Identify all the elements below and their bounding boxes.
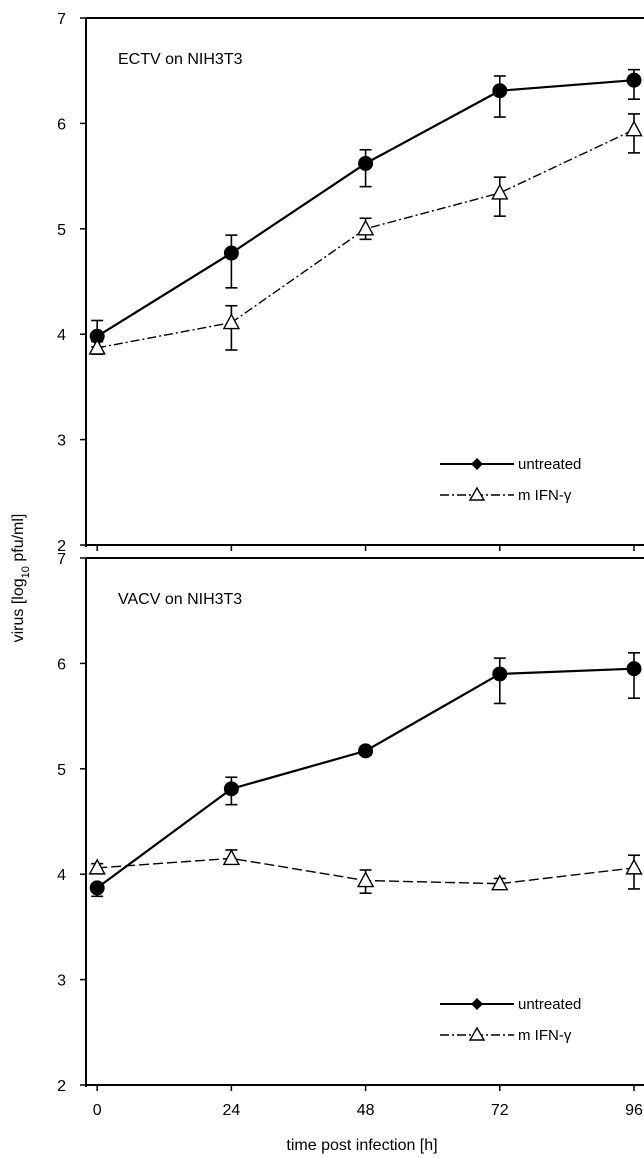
legend-vacv: untreated m IFN-γ	[440, 996, 581, 1044]
data-point-untreated	[89, 880, 105, 896]
y-tick-label: 4	[57, 867, 66, 884]
panel-ectv: ECTV on NIH3T3 2 3 4 5 6 7 untreated m IFN-γ	[57, 11, 644, 555]
data-point-ifn	[625, 858, 643, 875]
data-point-untreated	[223, 781, 239, 797]
y-axis-label-main: virus [log	[10, 578, 27, 642]
legend-label-ifn: m IFN-γ	[518, 1027, 572, 1044]
x-tick-label: 24	[222, 1102, 240, 1119]
data-point-ifn	[88, 338, 106, 355]
x-axis-label: time post infection [h]	[286, 1137, 437, 1154]
x-tick-label: 72	[491, 1102, 509, 1119]
data-point-ifn	[625, 120, 643, 137]
y-tick-label: 7	[57, 11, 66, 28]
y-tick-label: 6	[57, 656, 66, 673]
legend-label-untreated: untreated	[518, 996, 581, 1013]
y-tick-label: 2	[57, 538, 66, 555]
series-line-0	[96, 667, 635, 889]
data-point-untreated	[492, 83, 508, 99]
legend-marker-untreated	[471, 998, 483, 1010]
data-point-ifn	[356, 871, 375, 888]
series-line-1	[97, 129, 635, 349]
data-point-ifn	[491, 874, 509, 891]
data-point-untreated	[223, 245, 239, 261]
x-tick-label: 0	[93, 1102, 102, 1119]
data-point-untreated	[358, 743, 374, 759]
data-point-ifn	[222, 313, 241, 330]
y-tick-label: 7	[57, 551, 66, 568]
data-point-untreated	[626, 72, 642, 88]
panel-vacv: VACV on NIH3T3 2 3 4 5 6 7 0 24 48 72 96 untreated…	[57, 551, 644, 1119]
y-tick-label: 5	[57, 222, 66, 239]
y-tick-label: 3	[57, 433, 66, 450]
legend-label-untreated: untreated	[518, 456, 581, 473]
legend-marker-ifn	[468, 1026, 486, 1041]
y-tick-label: 5	[57, 762, 66, 779]
x-tick-label: 96	[625, 1102, 643, 1119]
panel-title-ectv: ECTV on NIH3T3	[118, 51, 243, 68]
legend-ectv: untreated m IFN-γ	[440, 456, 581, 504]
x-tick-label: 48	[357, 1102, 375, 1119]
data-point-untreated	[626, 661, 642, 677]
data-point-ifn	[88, 858, 106, 875]
y-axis-label-tail: pfu/ml]	[10, 514, 27, 566]
legend-marker-ifn	[468, 486, 486, 501]
data-point-ifn	[222, 848, 241, 866]
y-tick-label: 2	[57, 1078, 66, 1095]
legend-marker-untreated	[471, 458, 483, 470]
y-tick-label: 6	[57, 116, 66, 133]
data-point-ifn	[356, 219, 375, 236]
data-point-untreated	[492, 666, 508, 682]
data-point-ifn	[491, 183, 509, 200]
data-point-untreated	[89, 328, 105, 344]
panel-title-vacv: VACV on NIH3T3	[118, 591, 242, 608]
y-tick-label: 4	[57, 327, 66, 344]
series-line-0	[96, 79, 635, 338]
y-tick-label: 3	[57, 973, 66, 990]
y-axis-label-sub: 10	[20, 566, 32, 578]
data-point-untreated	[358, 155, 374, 171]
legend-label-ifn: m IFN-γ	[518, 487, 572, 504]
y-axis-label: virus [log10 pfu/ml]	[10, 514, 32, 643]
